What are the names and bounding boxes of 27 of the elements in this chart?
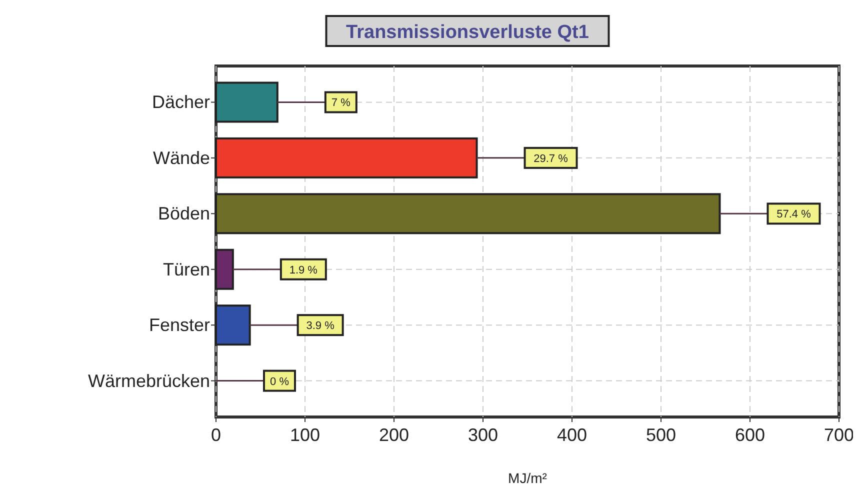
- bar: [215, 82, 278, 123]
- x-tick-label: 500: [646, 425, 676, 445]
- y-tick-label: Dächer: [152, 92, 210, 112]
- x-tick-label: 300: [468, 425, 498, 445]
- annotation: 29.7 %: [534, 152, 568, 165]
- x-tick-label: 600: [734, 425, 766, 445]
- bar: [215, 137, 478, 178]
- chart-title: Transmissionsverluste Qt1: [346, 22, 590, 43]
- x-tick-label: 0: [210, 425, 222, 445]
- bar: [215, 193, 721, 234]
- x-tick-label: 400: [556, 425, 588, 445]
- x-tick-label: 200: [378, 425, 410, 445]
- y-tick-label: Böden: [158, 204, 210, 224]
- bar: [215, 248, 234, 290]
- x-axis-title: MJ/m²: [508, 470, 548, 486]
- x-tick-label: 100: [290, 425, 320, 445]
- annotation: 7 %: [331, 97, 351, 110]
- y-tick-label: Fenster: [148, 315, 210, 336]
- y-tick-label: Wärmebrücken: [88, 370, 210, 391]
- y-tick-label: Türen: [162, 259, 210, 280]
- annotation: 1.9 %: [289, 264, 318, 276]
- annotation: 0 %: [270, 376, 290, 388]
- annotation: 57.4 %: [776, 208, 812, 221]
- x-tick-label: 700: [824, 425, 854, 445]
- y-tick-label: Wände: [152, 148, 210, 168]
- annotation: 3.9 %: [306, 320, 335, 332]
- bar: [215, 304, 251, 346]
